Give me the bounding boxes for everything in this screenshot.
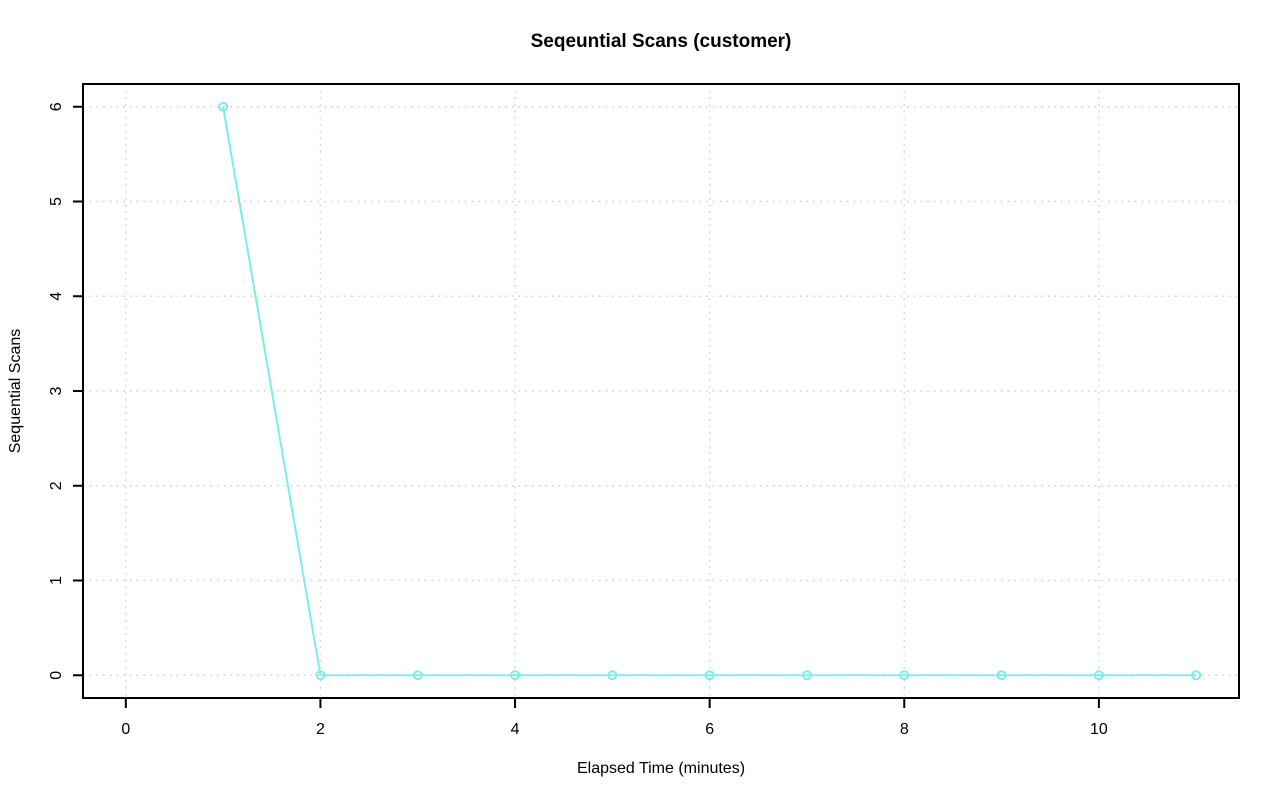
- data-point: [315, 670, 326, 681]
- data-point: [801, 670, 812, 681]
- data-point: [996, 670, 1007, 681]
- data-point: [704, 670, 715, 681]
- x-tick-label: 4: [511, 721, 520, 738]
- y-tick-label: 4: [48, 292, 65, 301]
- x-tick-label: 10: [1090, 721, 1108, 738]
- data-point: [412, 670, 423, 681]
- x-axis-label: Elapsed Time (minutes): [576, 760, 746, 777]
- x-tick-label: 0: [121, 721, 130, 738]
- y-tick-label: 5: [48, 197, 65, 206]
- data-point: [607, 670, 618, 681]
- data-point: [218, 101, 229, 112]
- data-point: [1093, 670, 1104, 681]
- y-tick-label: 6: [48, 102, 65, 111]
- y-tick-label: 3: [48, 386, 65, 395]
- x-tick-label: 6: [705, 721, 714, 738]
- chart-title: Seqeuntial Scans (customer): [530, 31, 792, 52]
- y-tick-label: 2: [48, 481, 65, 490]
- plot-border: [82, 83, 1240, 699]
- x-tick-label: 2: [316, 721, 325, 738]
- data-point: [510, 670, 521, 681]
- x-tick-label: 8: [900, 721, 909, 738]
- y-tick-label: 0: [48, 671, 65, 680]
- data-point: [1191, 670, 1202, 681]
- data-point: [899, 670, 910, 681]
- y-tick-label: 1: [48, 576, 65, 585]
